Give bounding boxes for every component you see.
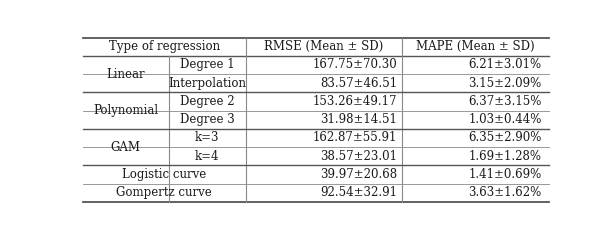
Text: Degree 2: Degree 2 [180,95,235,108]
Text: 1.03±0.44%: 1.03±0.44% [468,113,541,126]
Text: RMSE (Mean ± SD): RMSE (Mean ± SD) [264,40,384,53]
Text: 6.21±3.01%: 6.21±3.01% [469,59,541,71]
Text: 1.69±1.28%: 1.69±1.28% [469,150,541,163]
Text: 6.35±2.90%: 6.35±2.90% [468,132,541,144]
Text: 3.63±1.62%: 3.63±1.62% [468,186,541,199]
Text: 153.26±49.17: 153.26±49.17 [313,95,397,108]
Text: 92.54±32.91: 92.54±32.91 [320,186,397,199]
Text: 1.41±0.69%: 1.41±0.69% [468,168,541,181]
Text: Polynomial: Polynomial [93,104,158,117]
Text: MAPE (Mean ± SD): MAPE (Mean ± SD) [416,40,535,53]
Text: 162.87±55.91: 162.87±55.91 [313,132,397,144]
Text: Interpolation: Interpolation [168,77,246,90]
Text: 83.57±46.51: 83.57±46.51 [320,77,397,90]
Text: GAM: GAM [111,141,141,154]
Text: 167.75±70.30: 167.75±70.30 [312,59,397,71]
Text: k=4: k=4 [195,150,220,163]
Text: Logistic curve: Logistic curve [122,168,206,181]
Text: 38.57±23.01: 38.57±23.01 [320,150,397,163]
Text: 6.37±3.15%: 6.37±3.15% [468,95,541,108]
Text: Gompertz curve: Gompertz curve [116,186,212,199]
Text: Degree 3: Degree 3 [180,113,235,126]
Text: k=3: k=3 [195,132,220,144]
Text: 31.98±14.51: 31.98±14.51 [320,113,397,126]
Text: Type of regression: Type of regression [108,40,220,53]
Text: 39.97±20.68: 39.97±20.68 [320,168,397,181]
Text: Linear: Linear [107,68,145,81]
Text: 3.15±2.09%: 3.15±2.09% [468,77,541,90]
Text: Degree 1: Degree 1 [180,59,235,71]
